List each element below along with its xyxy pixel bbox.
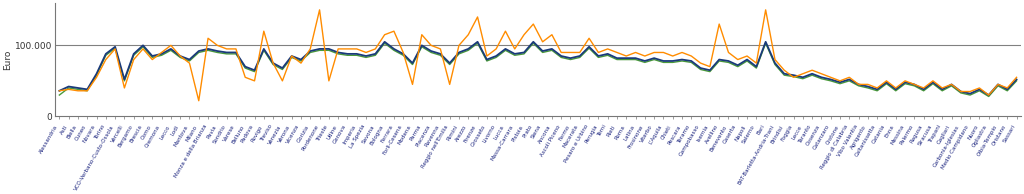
Y-axis label: Euro: Euro — [3, 49, 12, 70]
